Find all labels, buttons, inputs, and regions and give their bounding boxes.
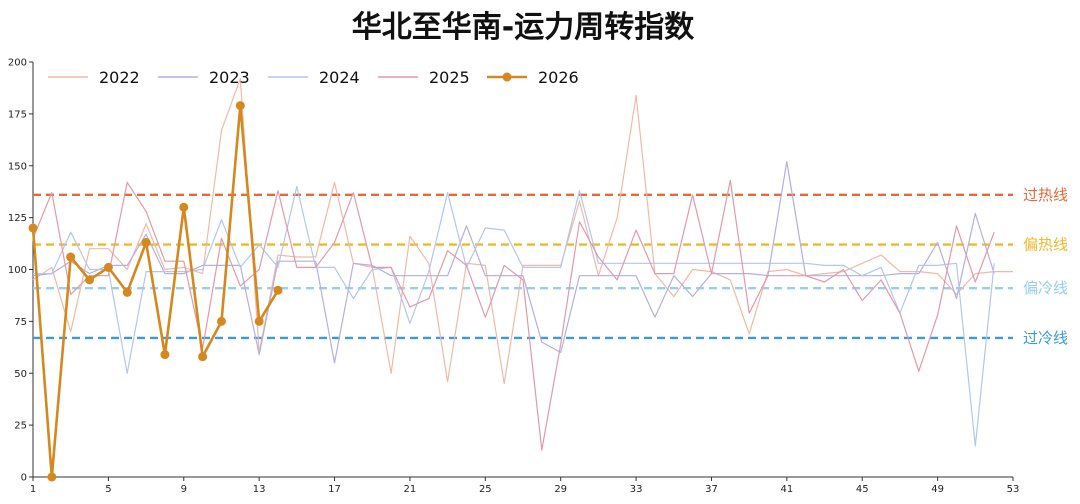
reference-line-label: 过冷线 bbox=[1023, 329, 1068, 347]
plot-area bbox=[28, 78, 1013, 482]
legend-label: 2026 bbox=[538, 68, 579, 87]
series-line bbox=[33, 185, 995, 447]
series-2026 bbox=[28, 101, 283, 482]
x-tick-label: 29 bbox=[554, 484, 567, 495]
legend-marker bbox=[502, 72, 512, 82]
reference-line-label: 偏热线 bbox=[1023, 236, 1068, 254]
data-point bbox=[28, 223, 38, 233]
data-point bbox=[122, 287, 132, 297]
chart-title: 华北至华南-运力周转指数 bbox=[351, 10, 695, 45]
x-tick-label: 41 bbox=[780, 484, 793, 495]
data-point bbox=[85, 275, 95, 285]
y-tick-label: 200 bbox=[8, 58, 27, 69]
x-tick-label: 21 bbox=[404, 484, 417, 495]
y-tick-label: 175 bbox=[8, 109, 27, 120]
data-point bbox=[273, 285, 283, 295]
x-tick-label: 49 bbox=[931, 484, 944, 495]
data-point bbox=[66, 252, 76, 262]
series-line bbox=[31, 104, 280, 479]
x-tick-label: 33 bbox=[630, 484, 643, 495]
series-line bbox=[32, 179, 995, 451]
series-2025 bbox=[32, 179, 995, 451]
x-tick-label: 13 bbox=[253, 484, 266, 495]
x-tick-label: 9 bbox=[181, 484, 187, 495]
reference-line-label: 过热线 bbox=[1023, 186, 1068, 204]
legend-label: 2022 bbox=[99, 68, 140, 87]
x-tick-label: 5 bbox=[105, 484, 111, 495]
legend-item: 2022 bbox=[48, 68, 140, 87]
axes: 0 25 50 75 100 125 150 175 200 1 5 9 13 17 21 25 29 33 37 4… bbox=[8, 58, 1019, 496]
y-tick-label: 150 bbox=[8, 161, 27, 172]
data-point bbox=[235, 101, 245, 111]
reference-line-label: 偏冷线 bbox=[1023, 279, 1068, 297]
legend-item: 2024 bbox=[268, 68, 360, 87]
data-point bbox=[179, 202, 189, 212]
y-tick-label: 125 bbox=[8, 213, 27, 224]
legend-item: 2026 bbox=[487, 68, 579, 87]
y-tick-label: 75 bbox=[14, 317, 27, 328]
x-tick-label: 37 bbox=[705, 484, 718, 495]
data-point bbox=[103, 262, 113, 272]
legend-item: 2025 bbox=[378, 68, 470, 87]
legend: 2022 2023 2024 2025 2026 bbox=[48, 68, 579, 87]
x-tick-label: 45 bbox=[856, 484, 869, 495]
y-tick-label: 0 bbox=[21, 473, 27, 484]
data-point bbox=[47, 472, 57, 482]
y-tick-label: 50 bbox=[14, 369, 27, 380]
legend-label: 2025 bbox=[429, 68, 470, 87]
data-point bbox=[160, 350, 170, 360]
legend-label: 2023 bbox=[209, 68, 250, 87]
x-tick-label: 25 bbox=[479, 484, 492, 495]
data-point bbox=[141, 238, 151, 248]
data-point bbox=[198, 352, 208, 362]
data-point bbox=[254, 316, 264, 326]
series-2024 bbox=[33, 185, 995, 447]
y-tick-label: 100 bbox=[8, 265, 27, 276]
x-tick-label: 17 bbox=[328, 484, 341, 495]
x-tick-label: 1 bbox=[30, 484, 36, 495]
legend-label: 2024 bbox=[319, 68, 360, 87]
x-tick-label: 53 bbox=[1007, 484, 1020, 495]
y-tick-label: 25 bbox=[14, 421, 27, 432]
data-point bbox=[216, 316, 226, 326]
legend-item: 2023 bbox=[158, 68, 250, 87]
